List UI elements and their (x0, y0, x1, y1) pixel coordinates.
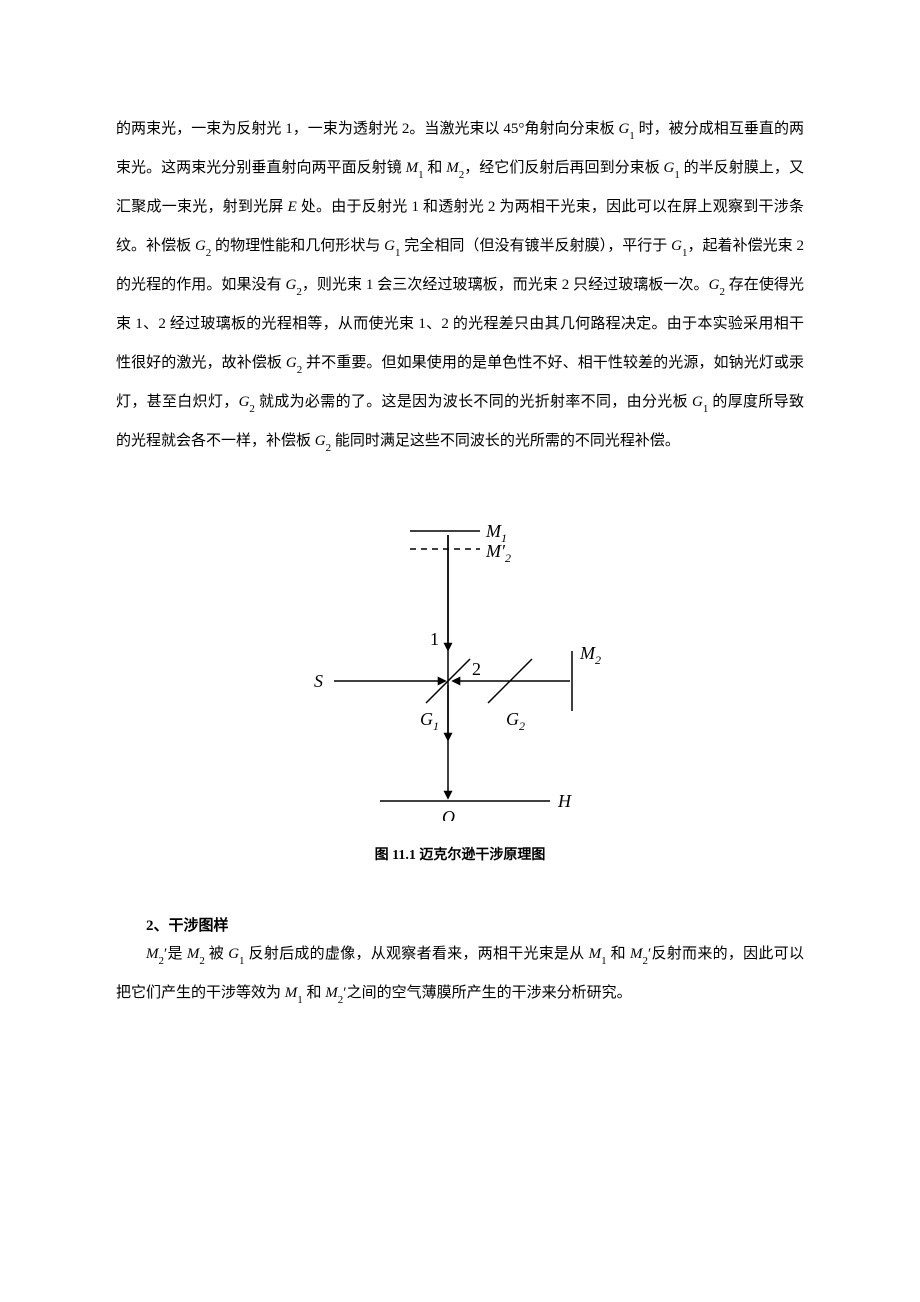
svg-text:H: H (557, 791, 572, 811)
document-page: 的两束光，一束为反射光 1，一束为透射光 2。当激光束以 45°角射向分束板 G… (0, 0, 920, 1073)
svg-text:M′2: M′2 (485, 541, 511, 565)
paragraph-1: 的两束光，一束为反射光 1，一束为透射光 2。当激光束以 45°角射向分束板 G… (116, 110, 804, 461)
michelson-diagram: SM1M′2M2G1G2OH12 (300, 511, 620, 821)
section-2-title: 2、干涉图样 (116, 914, 804, 935)
p2-text: M2′是 M2 被 G1 反射后成的虚像，从观察者看来，两相干光束是从 M1 和… (116, 946, 804, 1001)
svg-text:O: O (442, 807, 455, 821)
svg-text:G1: G1 (420, 709, 439, 733)
svg-text:G2: G2 (506, 709, 525, 733)
svg-text:1: 1 (430, 629, 439, 649)
p1-text: 的两束光，一束为反射光 1，一束为透射光 2。当激光束以 45°角射向分束板 G… (116, 121, 804, 449)
svg-text:M2: M2 (579, 643, 601, 667)
svg-text:2: 2 (472, 659, 481, 679)
figure-11-1: SM1M′2M2G1G2OH12 图 11.1 迈克尔逊干涉原理图 (116, 511, 804, 864)
svg-text:S: S (314, 671, 323, 691)
paragraph-2: M2′是 M2 被 G1 反射后成的虚像，从观察者看来，两相干光束是从 M1 和… (116, 935, 804, 1013)
figure-caption: 图 11.1 迈克尔逊干涉原理图 (116, 844, 804, 864)
